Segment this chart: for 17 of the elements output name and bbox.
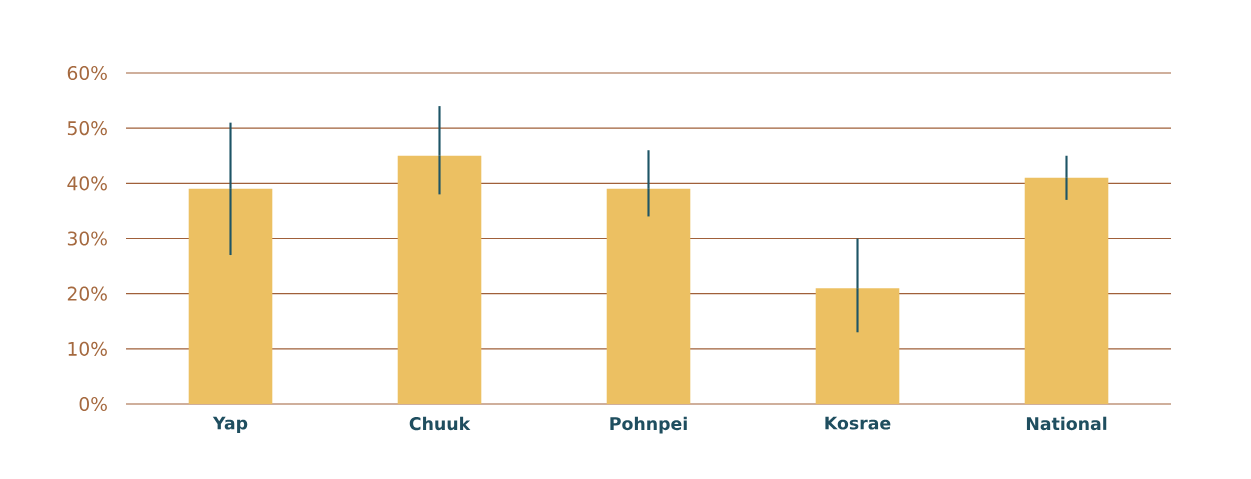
- y-tick-label: 40%: [67, 176, 107, 191]
- y-tick-label: 60%: [67, 65, 107, 81]
- y-tick-label: 50%: [67, 121, 107, 136]
- y-tick-label: 30%: [67, 231, 107, 246]
- x-tick-label: National: [1026, 416, 1107, 431]
- x-tick-label: Yap: [212, 416, 248, 433]
- y-tick-label: 20%: [67, 286, 107, 301]
- x-tick-label: Kosrae: [825, 416, 891, 430]
- x-tick-label: Chuuk: [409, 416, 471, 431]
- bar: [188, 188, 273, 404]
- y-tick-label: 10%: [68, 341, 107, 356]
- x-tick-label: Pohnpei: [610, 416, 687, 434]
- bar: [815, 288, 900, 404]
- bar: [397, 155, 482, 404]
- bar: [606, 188, 691, 404]
- bar: [1024, 177, 1109, 404]
- y-tick-label: 0%: [79, 396, 107, 412]
